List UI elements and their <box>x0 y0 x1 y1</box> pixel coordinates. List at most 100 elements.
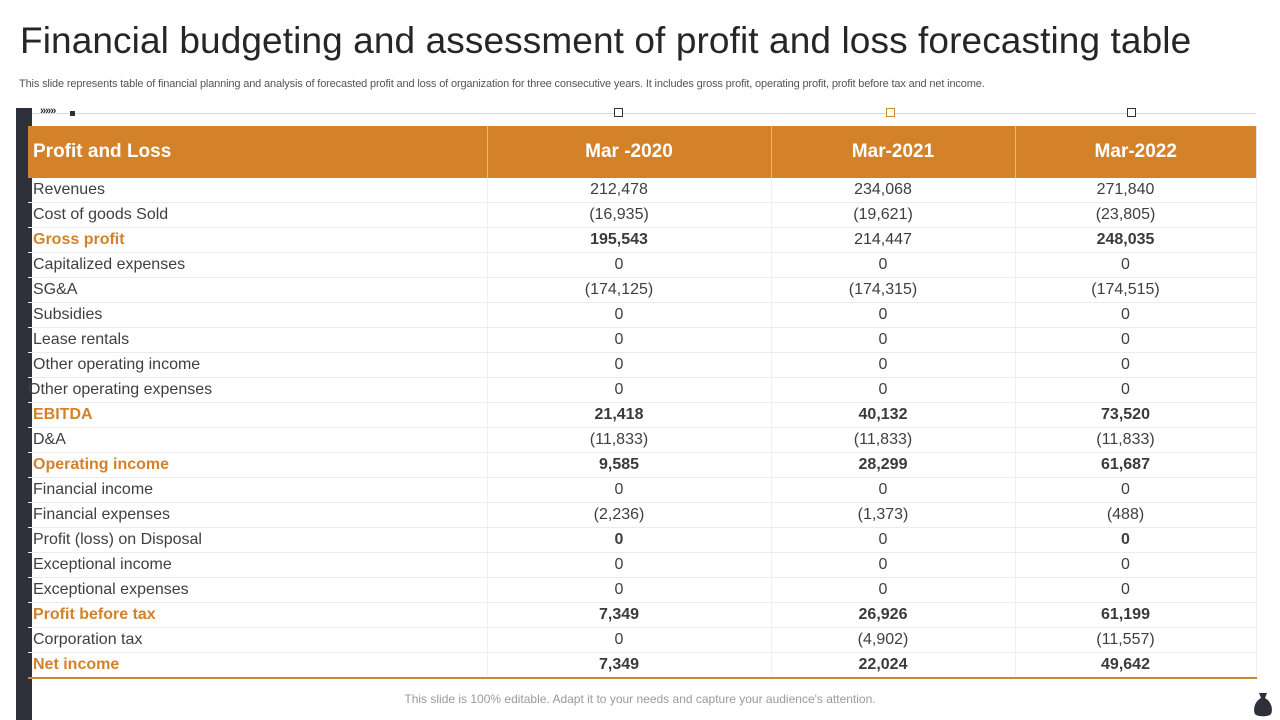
row-value: 40,132 <box>771 402 1016 428</box>
column-header: Mar -2020 <box>487 126 772 178</box>
table-row: Exceptional income 0 0 0 <box>28 552 1257 578</box>
row-value: (11,833) <box>487 427 772 453</box>
row-label: Operating income <box>28 452 488 478</box>
row-value: 0 <box>771 577 1016 603</box>
table-row: D&A (11,833) (11,833) (11,833) <box>28 427 1257 453</box>
table-row: Profit before tax 7,349 26,926 61,199 <box>28 602 1257 628</box>
profit-loss-table: Profit and Loss Mar -2020 Mar-2021 Mar-2… <box>28 126 1257 679</box>
selection-dot <box>70 111 75 116</box>
table-row: Financial expenses (2,236) (1,373) (488) <box>28 502 1257 528</box>
row-value: 61,199 <box>1015 602 1257 628</box>
row-value: 0 <box>487 302 772 328</box>
chevron-arrows-icon: »»» <box>40 105 56 117</box>
row-value: 0 <box>487 327 772 353</box>
money-bag-icon <box>1254 693 1272 717</box>
column-header: Profit and Loss <box>28 126 488 178</box>
row-label: D&A <box>28 427 488 453</box>
table-row: Exceptional expenses 0 0 0 <box>28 577 1257 603</box>
resize-handle[interactable] <box>1127 108 1136 117</box>
row-value: 0 <box>1015 252 1257 278</box>
table-row: Profit (loss) on Disposal 0 0 0 <box>28 527 1257 553</box>
table-row: SG&A (174,125) (174,315) (174,515) <box>28 277 1257 303</box>
row-value: 0 <box>487 552 772 578</box>
table-row: EBITDA 21,418 40,132 73,520 <box>28 402 1257 428</box>
row-value: 0 <box>1015 552 1257 578</box>
row-value: 0 <box>1015 527 1257 553</box>
table-row: Gross profit 195,543 214,447 248,035 <box>28 227 1257 253</box>
row-value: 0 <box>771 327 1016 353</box>
row-value: 0 <box>771 252 1016 278</box>
row-value: 0 <box>771 302 1016 328</box>
row-value: (488) <box>1015 502 1257 528</box>
row-label: Financial income <box>28 477 488 503</box>
row-value: 7,349 <box>487 652 772 679</box>
column-header: Mar-2022 <box>1015 126 1256 178</box>
row-value: 214,447 <box>771 227 1016 253</box>
row-value: (1,373) <box>771 502 1016 528</box>
row-value: 234,068 <box>771 178 1016 203</box>
row-value: 0 <box>771 352 1016 378</box>
row-value: (11,833) <box>771 427 1016 453</box>
row-value: (174,315) <box>771 277 1016 303</box>
row-value: 0 <box>1015 302 1257 328</box>
row-value: 0 <box>487 352 772 378</box>
row-label: Lease rentals <box>28 327 488 353</box>
table-row: Cost of goods Sold (16,935) (19,621) (23,80… <box>28 202 1257 228</box>
row-label: Exceptional income <box>28 552 488 578</box>
row-label: Revenues <box>28 178 488 203</box>
table-row: Revenues 212,478 234,068 271,840 <box>28 178 1257 203</box>
row-value: 212,478 <box>487 178 772 203</box>
row-label: Gross profit <box>28 227 488 253</box>
row-value: 0 <box>487 527 772 553</box>
row-value: 73,520 <box>1015 402 1257 428</box>
row-value: 9,585 <box>487 452 772 478</box>
row-value: 0 <box>771 477 1016 503</box>
row-label: SG&A <box>28 277 488 303</box>
row-value: 0 <box>1015 377 1257 403</box>
row-label: Corporation tax <box>28 627 488 653</box>
row-value: 61,687 <box>1015 452 1257 478</box>
table-row: Other operating income 0 0 0 <box>28 352 1257 378</box>
row-value: 0 <box>487 627 772 653</box>
row-value: 195,543 <box>487 227 772 253</box>
row-value: 0 <box>771 377 1016 403</box>
row-value: 0 <box>1015 327 1257 353</box>
row-value: 0 <box>1015 577 1257 603</box>
row-value: 0 <box>487 252 772 278</box>
table-row: Capitalized expenses 0 0 0 <box>28 252 1257 278</box>
row-value: 22,024 <box>771 652 1016 679</box>
row-label: Profit before tax <box>28 602 488 628</box>
row-value: (19,621) <box>771 202 1016 228</box>
table-row: Financial income 0 0 0 <box>28 477 1257 503</box>
row-label: Profit (loss) on Disposal <box>28 527 488 553</box>
table-row: Corporation tax 0 (4,902) (11,557) <box>28 627 1257 653</box>
row-label: Other operating expenses <box>28 377 488 403</box>
page-title: Financial budgeting and assessment of pr… <box>20 20 1192 61</box>
table-row: Lease rentals 0 0 0 <box>28 327 1257 353</box>
row-value: 26,926 <box>771 602 1016 628</box>
row-label: Subsidies <box>28 302 488 328</box>
row-value: 0 <box>487 477 772 503</box>
row-value: (4,902) <box>771 627 1016 653</box>
table-row: Subsidies 0 0 0 <box>28 302 1257 328</box>
footer-note: This slide is 100% editable. Adapt it to… <box>404 692 876 706</box>
row-value: (11,833) <box>1015 427 1257 453</box>
row-value: 0 <box>771 527 1016 553</box>
row-label: Capitalized expenses <box>28 252 488 278</box>
row-label: Exceptional expenses <box>28 577 488 603</box>
row-value: (174,125) <box>487 277 772 303</box>
row-value: (16,935) <box>487 202 772 228</box>
row-value: 248,035 <box>1015 227 1257 253</box>
row-label: Cost of goods Sold <box>28 202 488 228</box>
profit-loss-table-container: Profit and Loss Mar -2020 Mar-2021 Mar-2… <box>28 126 1257 679</box>
row-value: (23,805) <box>1015 202 1257 228</box>
row-value: 0 <box>1015 352 1257 378</box>
row-value: 0 <box>771 552 1016 578</box>
row-value: 21,418 <box>487 402 772 428</box>
resize-handle[interactable] <box>886 108 895 117</box>
resize-handle[interactable] <box>614 108 623 117</box>
row-value: 28,299 <box>771 452 1016 478</box>
row-value: 271,840 <box>1015 178 1257 203</box>
row-value: (174,515) <box>1015 277 1257 303</box>
row-label: Net income <box>28 652 488 679</box>
